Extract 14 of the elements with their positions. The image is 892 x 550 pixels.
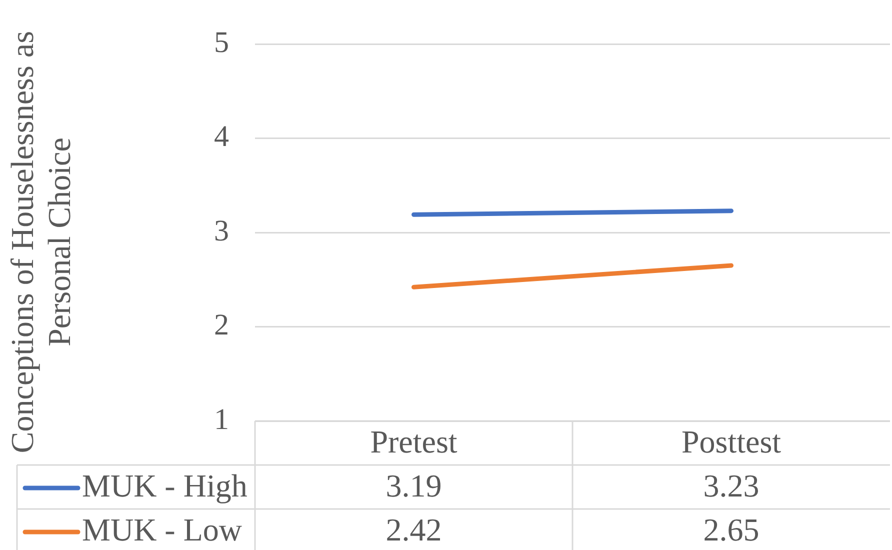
data-label: 3.19 (386, 467, 442, 504)
y-axis-title: Conceptions of Houselessness as Personal Choice (4, 30, 77, 454)
data-label: 2.65 (703, 511, 760, 548)
data-label: 2.42 (386, 511, 442, 548)
y-tick-label: 5 (214, 26, 229, 59)
legend-label: MUK - Low (82, 511, 242, 548)
y-tick-label: 2 (214, 308, 229, 342)
y-tick-label: 4 (214, 120, 229, 154)
x-tick-label: Pretest (370, 423, 458, 460)
data-label: 3.23 (703, 467, 760, 504)
y-tick-label: 3 (214, 214, 229, 248)
legend-label: MUK - High (82, 467, 248, 504)
y-tick-label: 1 (214, 402, 229, 436)
x-tick-label: Posttest (681, 423, 782, 460)
